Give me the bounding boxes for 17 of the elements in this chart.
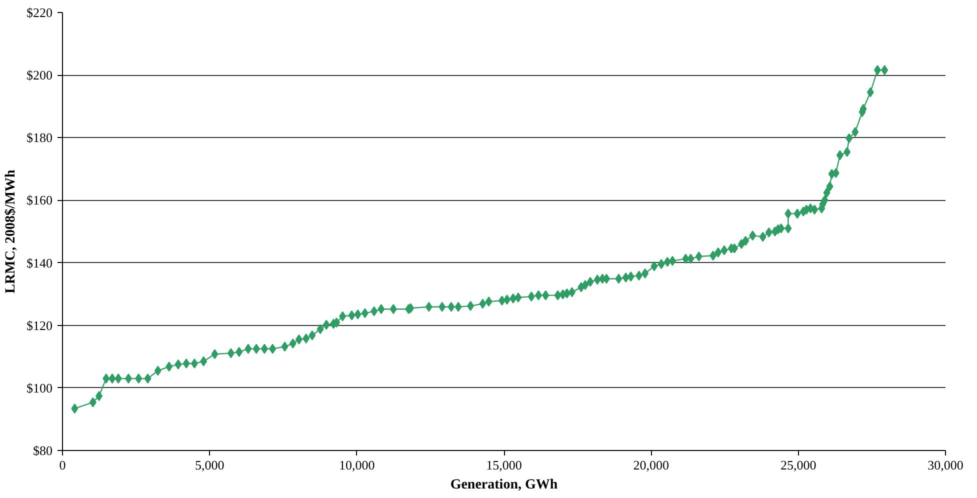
x-tick-label: 10,000 [338,458,375,472]
x-tick-label: 30,000 [928,458,964,472]
x-tick-label: 15,000 [486,458,522,472]
y-axis-title: LRMC, 2008$/MWh [4,169,18,294]
y-tick-label: $100 [26,380,52,396]
x-tick-label: 5,000 [195,458,224,472]
x-axis-title: Generation, GWh [450,478,558,492]
y-tick-label: $120 [26,318,52,333]
y-tick-label: $200 [26,68,52,83]
y-tick-label: $220 [26,5,52,20]
y-tick-label: $160 [26,192,52,208]
x-tick-label: 20,000 [633,458,670,472]
y-tick-label: $140 [26,255,52,270]
y-tick-label: $180 [26,130,52,146]
x-tick-label: 25,000 [780,458,816,472]
x-tick-label: 0 [59,458,66,472]
y-tick-label: $80 [33,443,52,458]
